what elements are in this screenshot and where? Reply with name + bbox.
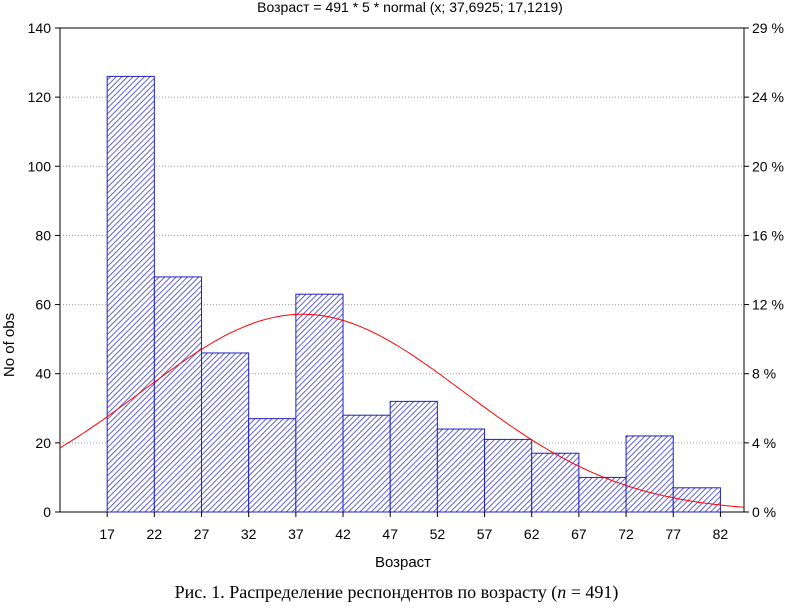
histogram-bars: [106, 75, 721, 513]
histogram-bar: [436, 428, 486, 513]
x-tick-label: 37: [288, 526, 304, 542]
y-tick-label: 120: [28, 89, 52, 105]
x-tick-label: 57: [477, 526, 493, 542]
y-tick-label: 140: [28, 20, 52, 36]
y-axis-right: 0 % 4 % 8 % 12 % 16 % 20 % 24 % 29 %: [744, 20, 784, 520]
x-tick-label: 32: [241, 526, 257, 542]
x-tick-label: 17: [99, 526, 115, 542]
figure-caption: Рис. 1. Распределение респондентов по во…: [0, 582, 793, 603]
y-tick-label: 60: [35, 297, 51, 313]
histogram-bar: [484, 438, 533, 513]
y-tick-label: 0: [43, 504, 51, 520]
x-tick-label: 47: [382, 526, 398, 542]
x-tick-label: 67: [571, 526, 587, 542]
x-tick-label: 72: [618, 526, 634, 542]
chart-title: Возраст = 491 * 5 * normal (x; 37,6925; …: [257, 0, 563, 15]
y-tick-label: 80: [35, 227, 51, 243]
histogram-bar: [672, 487, 721, 513]
histogram-bar: [531, 452, 580, 513]
y-tick-label: 100: [28, 158, 52, 174]
x-tick-label: 52: [430, 526, 446, 542]
normal-fit-curve: [59, 313, 745, 508]
y-tick-label: 20: [35, 435, 51, 451]
y2-tick-label: 16 %: [752, 227, 784, 243]
caption-n-symbol: n: [557, 582, 567, 602]
histogram-bar: [389, 400, 438, 513]
histogram-bar: [295, 293, 344, 513]
histogram-chart: Возраст = 491 * 5 * normal (x; 37,6925; …: [1, 0, 784, 571]
x-axis: 17 22 27 32 37 42 47 52 57 62 67 72 77 82: [99, 512, 728, 542]
x-tick-label: 77: [665, 526, 681, 542]
x-tick-label: 82: [713, 526, 729, 542]
y2-tick-label: 29 %: [752, 20, 784, 36]
y-axis-left: 0 20 40 60 80 100 120 140: [28, 20, 60, 520]
histogram-bar: [248, 418, 297, 513]
histogram-bar: [106, 75, 155, 513]
x-tick-label: 42: [335, 526, 351, 542]
y2-tick-label: 24 %: [752, 89, 784, 105]
y-axis-label: No of obs: [1, 313, 18, 377]
y2-tick-label: 20 %: [752, 158, 784, 174]
y2-tick-label: 0 %: [752, 504, 776, 520]
y2-tick-label: 8 %: [752, 366, 776, 382]
caption-prefix: Рис. 1. Распределение респондентов по во…: [174, 582, 558, 602]
histogram-bar: [625, 435, 674, 513]
histogram-bar: [342, 414, 391, 513]
histogram-bar: [153, 276, 203, 513]
y2-tick-label: 4 %: [752, 435, 776, 451]
y-tick-label: 40: [35, 366, 51, 382]
caption-suffix: = 491): [566, 582, 619, 602]
x-tick-label: 27: [194, 526, 210, 542]
histogram-bar: [201, 352, 250, 513]
x-tick-label: 22: [147, 526, 163, 542]
x-tick-label: 62: [524, 526, 540, 542]
y2-tick-label: 12 %: [752, 297, 784, 313]
x-axis-label: Возраст: [375, 554, 431, 571]
